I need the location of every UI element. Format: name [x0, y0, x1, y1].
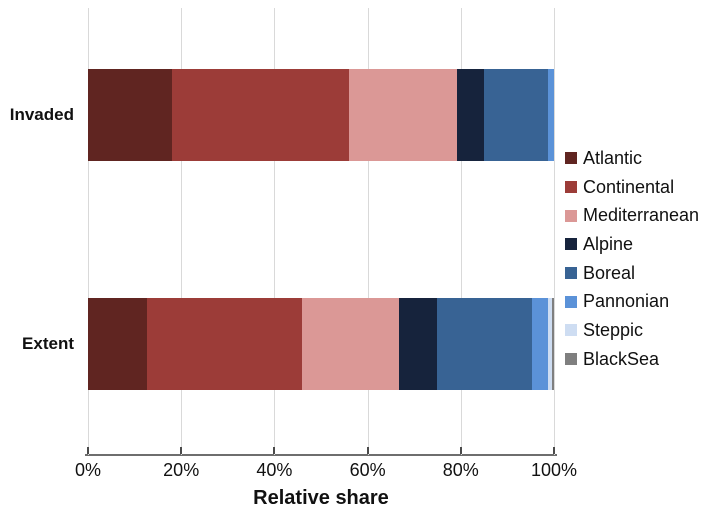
- category-label-extent: Extent: [22, 334, 74, 353]
- segment-steppic-extent: [547, 298, 552, 390]
- legend-item-pannonian: Pannonian: [565, 287, 699, 316]
- legend-item-atlantic: Atlantic: [565, 144, 699, 173]
- plot-area: [85, 8, 557, 456]
- legend-label-boreal: Boreal: [583, 262, 636, 283]
- segment-continental-extent: [146, 298, 303, 390]
- axis-tick: [366, 447, 369, 454]
- legend-item-continental: Continental: [565, 173, 699, 202]
- legend-label-mediterranean: Mediterranean: [583, 205, 700, 226]
- segment-boreal-extent: [437, 298, 533, 390]
- x-tick-label: 60%: [349, 460, 386, 480]
- axis-tick: [553, 447, 555, 454]
- segment-boreal-invaded: [484, 69, 549, 161]
- x-tick-label: 80%: [442, 460, 479, 480]
- legend-label-alpine: Alpine: [583, 233, 634, 254]
- x-axis-title: Relative share: [253, 487, 389, 509]
- bar-extent: [88, 298, 554, 390]
- legend-swatch-alpine: [565, 238, 577, 251]
- bar-invaded: [88, 69, 554, 161]
- segment-alpine-invaded: [456, 69, 485, 161]
- axis-tick: [87, 447, 89, 454]
- gridline: [274, 8, 276, 455]
- legend-swatch-atlantic: [565, 152, 577, 165]
- axis-tick: [459, 447, 462, 454]
- legend-swatch-blacksea: [565, 353, 577, 366]
- legend-swatch-pannonian: [565, 295, 577, 308]
- x-tick-label: 20%: [163, 460, 200, 480]
- legend-item-boreal: Boreal: [565, 259, 699, 288]
- axis-tick: [273, 447, 276, 454]
- x-axis-tick-labels: 0% 20% 40% 60% 80% 100%: [75, 460, 577, 484]
- legend: Atlantic Continental Mediterranean Alpine Bo…: [565, 144, 699, 374]
- segment-mediterranean-invaded: [349, 69, 457, 161]
- gridline: [460, 8, 462, 455]
- legend-label-steppic: Steppic: [583, 319, 644, 340]
- legend-label-pannonian: Pannonian: [583, 291, 670, 312]
- segment-continental-invaded: [172, 69, 350, 161]
- legend-swatch-continental: [565, 181, 577, 194]
- legend-swatch-steppic: [565, 324, 577, 337]
- segment-pannonian-invaded: [548, 69, 554, 161]
- legend-swatch-mediterranean: [565, 209, 577, 222]
- segment-alpine-extent: [398, 298, 437, 390]
- gridline: [88, 8, 89, 455]
- gridline: [554, 8, 555, 455]
- legend-item-steppic: Steppic: [565, 316, 699, 345]
- x-axis-line: [85, 454, 557, 456]
- category-label-invaded: Invaded: [9, 105, 74, 124]
- axis-tick: [180, 447, 183, 454]
- legend-swatch-boreal: [565, 267, 577, 280]
- x-tick-label: 0%: [74, 460, 102, 480]
- legend-label-blacksea: BlackSea: [583, 348, 660, 369]
- gridline: [181, 8, 183, 455]
- legend-item-mediterranean: Mediterranean: [565, 201, 699, 230]
- segment-mediterranean-extent: [302, 298, 399, 390]
- legend-item-blacksea: BlackSea: [565, 345, 699, 374]
- legend-label-continental: Continental: [583, 176, 675, 197]
- segment-atlantic-invaded: [88, 69, 173, 161]
- legend-item-alpine: Alpine: [565, 230, 699, 259]
- x-tick-label: 40%: [256, 460, 293, 480]
- x-tick-label: 100%: [530, 460, 578, 480]
- gridline: [367, 8, 369, 455]
- segment-pannonian-extent: [532, 298, 548, 390]
- segment-blacksea-extent: [551, 298, 554, 390]
- segment-atlantic-extent: [88, 298, 147, 390]
- legend-label-atlantic: Atlantic: [583, 147, 643, 168]
